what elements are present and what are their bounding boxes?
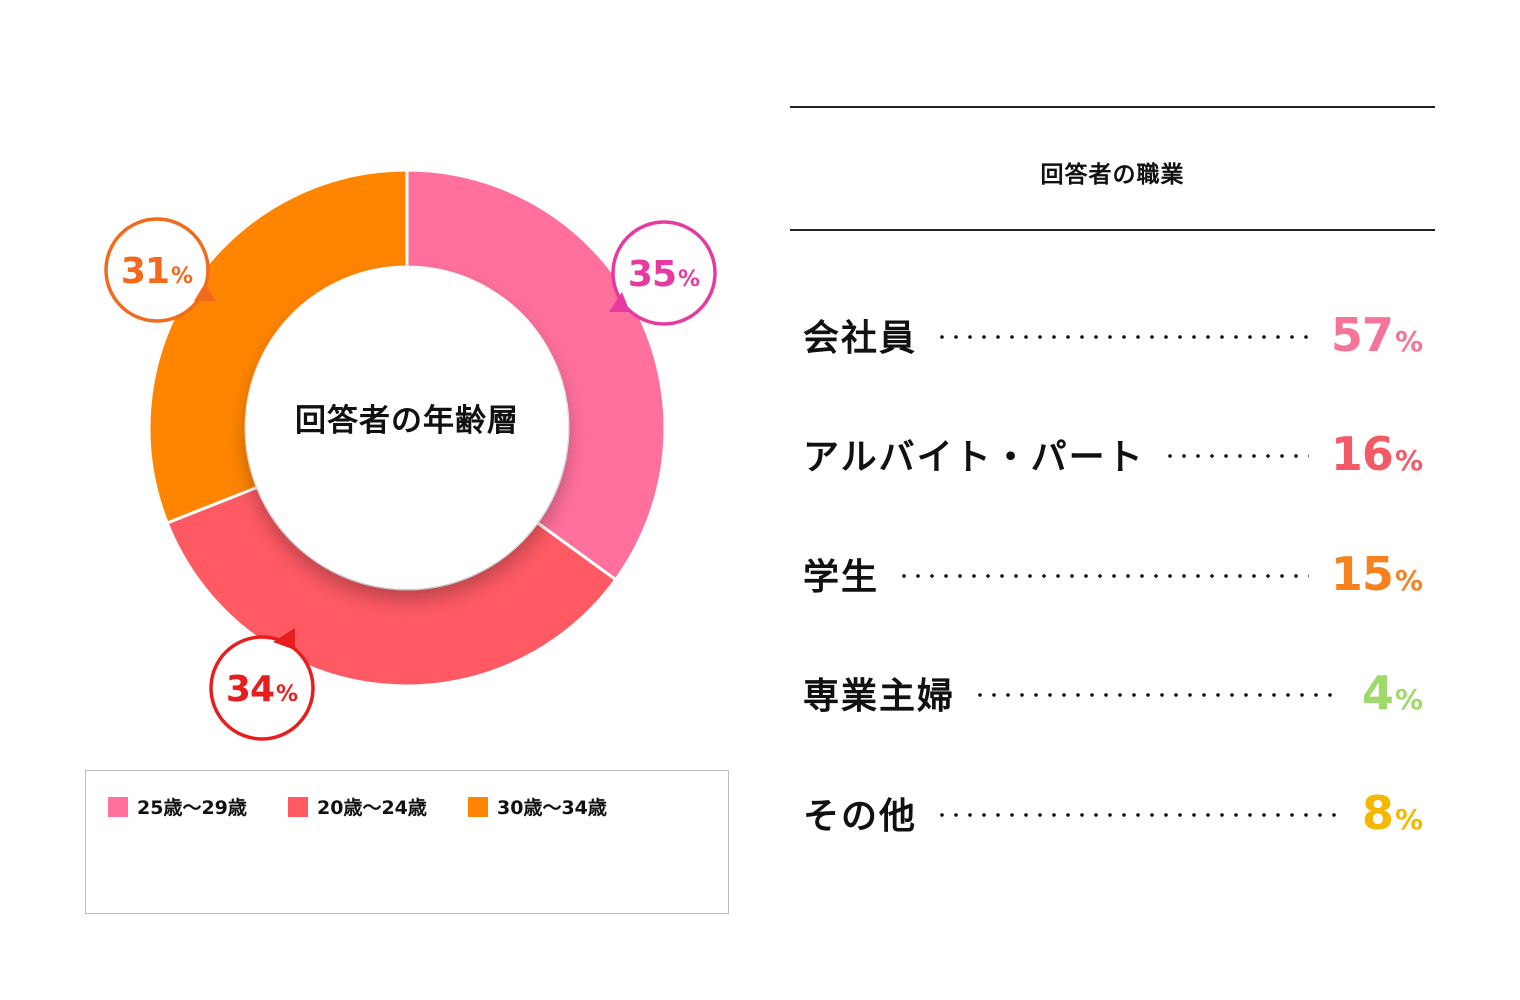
- occupation-value-number: 4: [1361, 666, 1394, 720]
- dot-leader: [935, 813, 1340, 817]
- occupation-row: 専業主婦 4%: [803, 663, 1423, 723]
- callout-bubble: [611, 220, 717, 326]
- occupation-label: 学生: [803, 557, 880, 598]
- percent-sign: %: [1394, 564, 1423, 597]
- callout-label: 31%: [121, 251, 193, 292]
- callout-percent: %: [171, 264, 193, 289]
- legend-item-25-29: 25歳〜29歳: [108, 793, 247, 820]
- age-legend: 25歳〜29歳 20歳〜24歳 30歳〜34歳: [85, 770, 729, 914]
- percent-sign: %: [1394, 444, 1423, 477]
- occupation-title: 回答者の職業: [1040, 162, 1185, 188]
- callout-percent: %: [276, 682, 298, 707]
- title-rule-bottom: [790, 229, 1435, 231]
- percent-sign: %: [1394, 803, 1423, 836]
- legend-label: 25歳〜29歳: [137, 797, 247, 819]
- percent-callout: 31%: [104, 217, 216, 323]
- callout-value: 35: [628, 254, 676, 295]
- percent-sign: %: [1394, 683, 1423, 716]
- age-chart-title: 回答者の年齢層: [295, 403, 519, 439]
- occupation-value: 57%: [1331, 308, 1423, 362]
- occupation-label: その他: [803, 796, 918, 837]
- legend-swatch: [468, 796, 488, 817]
- occupation-row: 学生 15%: [803, 544, 1423, 604]
- callout-bubble: [104, 217, 210, 323]
- dot-leader: [973, 693, 1340, 697]
- occupation-value-number: 57: [1330, 308, 1394, 362]
- occupation-value: 15%: [1331, 547, 1423, 601]
- legend-label: 20歳〜24歳: [317, 797, 427, 819]
- occupation-value: 8%: [1362, 786, 1423, 840]
- dot-leader: [897, 574, 1309, 578]
- callout-label: 34%: [226, 669, 298, 710]
- occupation-row: 会社員 57%: [803, 305, 1423, 365]
- legend-label: 30歳〜34歳: [497, 797, 607, 819]
- callout-pointer: [194, 283, 216, 301]
- callout-label: 35%: [628, 254, 700, 295]
- occupation-label: 専業主婦: [803, 676, 956, 717]
- occupation-label: アルバイト・パート: [803, 437, 1145, 478]
- occupation-row: その他 8%: [803, 783, 1423, 843]
- occupation-label: 会社員: [803, 318, 918, 359]
- dot-leader: [935, 335, 1309, 339]
- callout-bubble: [209, 635, 315, 741]
- dot-leader: [1162, 454, 1309, 458]
- donut-hole: [246, 267, 568, 589]
- legend-item-20-24: 20歳〜24歳: [288, 793, 427, 820]
- callout-pointer: [609, 292, 630, 312]
- callout-value: 34: [226, 669, 274, 710]
- percent-callout: 34%: [209, 628, 315, 741]
- occupation-value-number: 8: [1361, 786, 1394, 840]
- occupation-value: 4%: [1362, 666, 1423, 720]
- legend-swatch: [108, 796, 128, 817]
- occupation-row: アルバイト・パート 16%: [803, 424, 1423, 484]
- occupation-value-number: 16: [1330, 427, 1394, 481]
- callout-percent: %: [678, 267, 700, 292]
- legend-item-30-34: 30歳〜34歳: [468, 793, 607, 820]
- occupation-value-number: 15: [1330, 547, 1394, 601]
- title-rule-top: [790, 106, 1435, 108]
- percent-sign: %: [1394, 325, 1423, 358]
- callout-pointer: [273, 628, 295, 650]
- percent-callout: 35%: [609, 220, 717, 326]
- occupation-value: 16%: [1331, 427, 1423, 481]
- legend-swatch: [288, 796, 308, 817]
- callout-value: 31: [121, 251, 169, 292]
